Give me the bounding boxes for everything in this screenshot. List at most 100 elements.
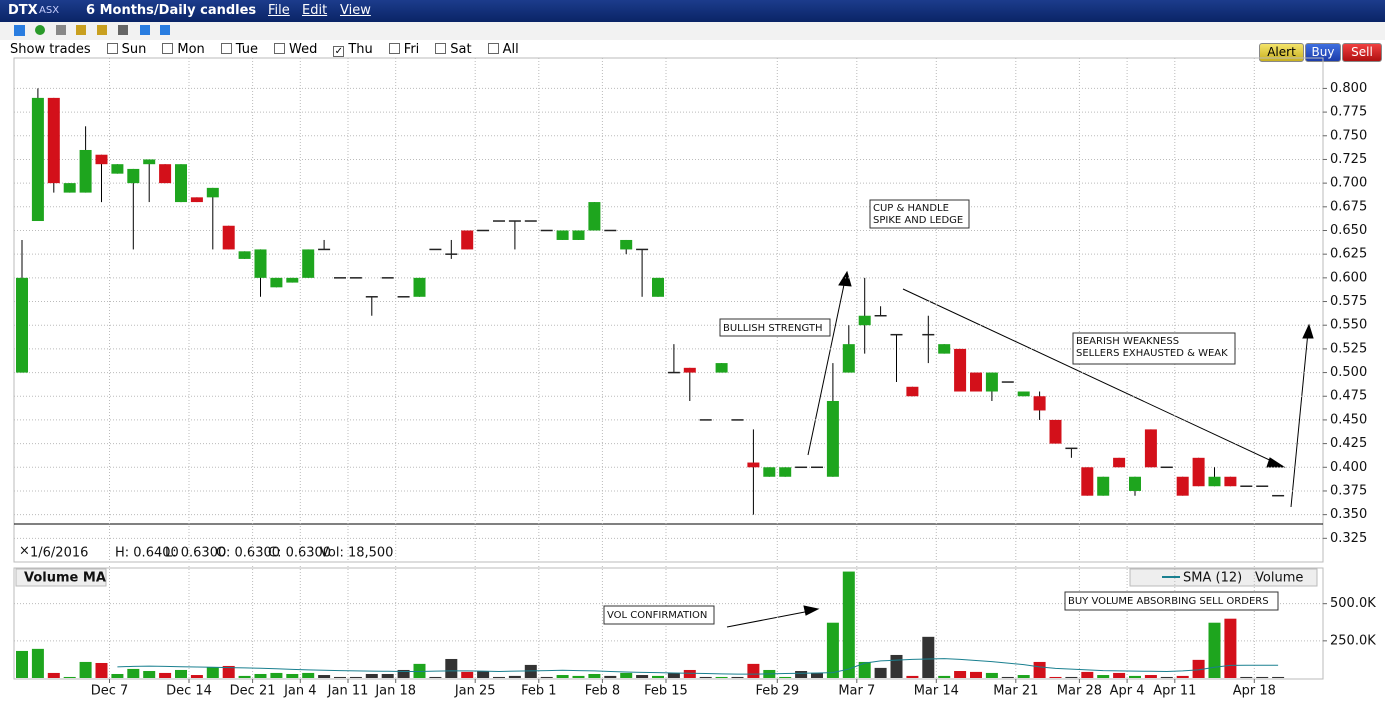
candle-body (556, 230, 569, 240)
candle-body (683, 367, 696, 373)
title-bar: DTX ASX 6 Months/Daily candles File Edit… (0, 0, 1385, 22)
volume-bar (620, 672, 633, 678)
candle-body (620, 239, 633, 250)
toolbar: Alert Buy Sell (0, 22, 1385, 62)
checkbox[interactable] (162, 43, 174, 54)
info-text: O: 0.6300 (216, 546, 280, 561)
tool-icon[interactable] (35, 25, 45, 35)
volume-bar (63, 676, 76, 678)
arrow (726, 610, 811, 628)
arrow (902, 288, 1279, 465)
volume-bar (349, 676, 362, 678)
x-tick-label: Apr 11 (1153, 684, 1196, 699)
info-close: × (19, 544, 30, 559)
symbol[interactable]: DTX (8, 3, 38, 18)
candle-body (16, 277, 28, 373)
candle-body (1192, 457, 1205, 487)
checkbox[interactable] (388, 43, 400, 54)
y-tick-label: 0.675 (1330, 199, 1367, 214)
candle-body (858, 315, 871, 326)
tool-icon[interactable] (97, 25, 107, 35)
tool-icon[interactable] (76, 25, 86, 35)
candle-body (970, 372, 982, 392)
menu-file[interactable]: File (268, 3, 290, 18)
checkbox[interactable] (106, 43, 118, 54)
volume-bar (826, 622, 839, 678)
volume-bar (1065, 676, 1078, 678)
y-tick-label: 0.600 (1330, 270, 1367, 285)
arrow-head (803, 605, 820, 616)
volume-bar (1240, 676, 1253, 678)
tool-icon[interactable] (118, 25, 128, 35)
volume-panel-title: Volume MA (24, 571, 106, 586)
tool-icon[interactable] (56, 25, 66, 35)
volume-bar (922, 636, 935, 678)
volume-bar (127, 668, 140, 678)
menu-view[interactable]: View (340, 3, 371, 18)
volume-bar (334, 676, 346, 678)
volume-bar (524, 664, 537, 678)
volume-bar (1224, 618, 1237, 678)
tool-icon[interactable] (140, 25, 150, 35)
volume-bar (906, 675, 919, 678)
checkbox-label: Sun (121, 42, 147, 57)
alert-button[interactable]: Alert (1259, 43, 1304, 62)
tool-icons (14, 25, 170, 36)
volume-bar (604, 675, 617, 678)
checkbox[interactable] (220, 43, 232, 54)
checkbox[interactable] (274, 43, 286, 54)
sell-button[interactable]: Sell (1342, 43, 1382, 62)
volume-bar (381, 673, 394, 678)
menu-edit[interactable]: Edit (302, 3, 328, 18)
candle-body (143, 159, 156, 165)
tool-icon[interactable] (160, 25, 170, 35)
annotation: VOL CONFIRMATION (603, 605, 715, 625)
legend-label: Volume (1255, 571, 1303, 586)
y-tick-label: 0.350 (1330, 507, 1367, 522)
volume-bar (190, 675, 203, 678)
checkbox-label: Fri (403, 42, 420, 57)
candle-body (1208, 476, 1221, 487)
volume-bar (588, 673, 601, 678)
show-trades: Show trades Sun Mon Tue Wed ✓ Thu Fri Sat All (10, 42, 523, 57)
checkbox[interactable] (435, 43, 447, 54)
period[interactable]: 6 Months/Daily candles (86, 3, 257, 18)
y-tick-label: 0.400 (1330, 460, 1367, 475)
checkbox[interactable] (487, 43, 499, 54)
volume-bar (16, 650, 28, 678)
volume-bar (445, 658, 458, 678)
volume-bar (970, 671, 982, 678)
volume-bar (1256, 676, 1269, 678)
candle-body (826, 400, 839, 477)
volume-bar (270, 672, 283, 678)
x-tick-label: Dec 14 (166, 684, 212, 699)
volume-bar (985, 672, 998, 678)
candle-body (715, 363, 728, 373)
x-tick-label: Apr 4 (1110, 684, 1145, 699)
x-tick-label: Feb 29 (755, 684, 799, 699)
show-trades-label: Show trades (10, 42, 91, 57)
annotation-text: VOL CONFIRMATION (607, 610, 707, 621)
candle-body (779, 467, 792, 477)
arrow (807, 279, 846, 456)
candle-body (47, 97, 60, 184)
tool-icon[interactable] (14, 25, 25, 36)
volume-bar (286, 673, 299, 678)
volume-bar (254, 673, 267, 678)
volume-bar (238, 675, 251, 678)
volume-bar (477, 671, 490, 678)
checkbox[interactable]: ✓ (333, 46, 345, 57)
volume-bar (874, 667, 887, 678)
y-tick-label: 0.450 (1330, 412, 1367, 427)
annotation-box (1064, 591, 1279, 611)
volume-bar (47, 672, 60, 678)
volume-bar (1272, 676, 1285, 678)
y-tick-label: 0.525 (1330, 341, 1367, 356)
annotation-text: CUP & HANDLE (873, 203, 949, 214)
legend-label: SMA (12) (1183, 571, 1242, 586)
candle-body (1176, 476, 1189, 496)
volume-bar (1160, 676, 1173, 678)
candle-body (1224, 476, 1237, 487)
